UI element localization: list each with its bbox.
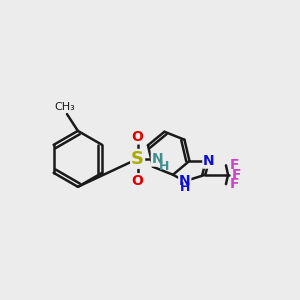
- Text: S: S: [131, 150, 144, 168]
- Text: N: N: [203, 154, 215, 168]
- Text: N: N: [152, 152, 163, 166]
- Text: CH₃: CH₃: [54, 102, 75, 112]
- Text: F: F: [230, 177, 239, 191]
- Text: H: H: [159, 160, 169, 173]
- Text: H: H: [180, 182, 190, 194]
- Text: O: O: [132, 130, 144, 144]
- Text: O: O: [132, 174, 144, 188]
- Text: F: F: [230, 158, 239, 172]
- Text: F: F: [232, 168, 242, 182]
- Text: N: N: [179, 174, 190, 188]
